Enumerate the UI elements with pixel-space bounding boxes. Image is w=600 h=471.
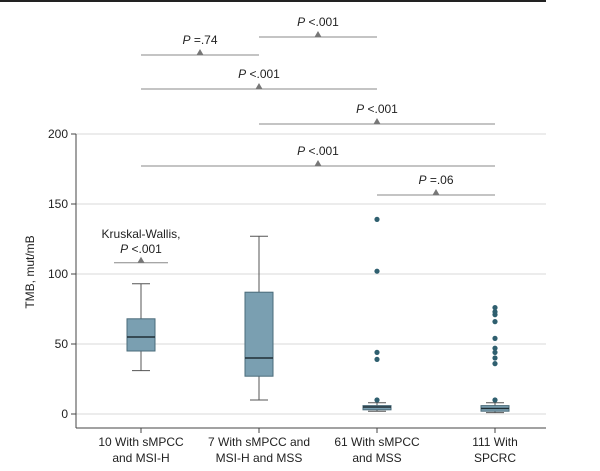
box-3-outlier-2 [374,356,380,362]
box-3-outlier-4 [374,268,380,274]
kruskal-pvalue-symbol: P [120,242,128,256]
box-4-outlier-5 [492,345,498,351]
comparison-1-label: P <.001 [297,15,339,29]
box-layer [126,216,510,414]
kruskal-marker [137,256,145,263]
box-4-outlier-7 [492,319,498,325]
y-tick-label-100: 100 [48,267,68,281]
box-3-outlier-5 [374,216,380,222]
comparison-5-label-symbol: P [297,144,305,158]
comparison-4-label-symbol: P [356,102,364,116]
comparison-4-marker [373,118,381,124]
category-label-2-line1: 7 With sMPCC and [208,435,310,449]
comparison-5-label: P <.001 [297,144,339,158]
category-label-4-line2: SPCRC [474,451,516,465]
y-axis-title: TMB, mut/mB [23,235,37,308]
y-tick-label-200: 200 [48,127,68,141]
category-label-4-line1: 111 With [472,435,518,449]
comparison-3-marker [255,83,263,89]
comparison-5-label-value: <.001 [305,144,339,158]
comparison-1-label-value: <.001 [305,15,339,29]
comparison-4-label: P <.001 [356,102,398,116]
comparison-6-marker [432,189,440,195]
category-label-3-line1: 61 With sMPCC [334,435,420,449]
category-label-1-line2: and MSI-H [112,451,169,465]
comparison-2-label-value: =.74 [190,33,217,47]
comparison-3-label-value: <.001 [246,67,280,81]
grid-layer [76,133,546,415]
kruskal-title: Kruskal-Wallis, [102,227,181,241]
category-label-1-line1: 10 With sMPCC [98,435,184,449]
box-3-outlier-1 [374,397,380,403]
y-tick-label-150: 150 [48,197,68,211]
y-tick-label-50: 50 [55,337,69,351]
y-tick-label-0: 0 [61,407,68,421]
box-4-outlier-2 [492,361,498,367]
box-4-outlier-4 [492,349,498,355]
comparison-1-marker [314,31,322,37]
comparison-2-label: P =.74 [182,33,217,47]
comparison-6-label: P =.06 [418,173,453,187]
category-label-2-line2: MSI-H and MSS [216,451,303,465]
comparison-2-marker [196,49,204,55]
box-4-outlier-6 [492,335,498,341]
comparison-3-label-symbol: P [238,67,246,81]
comparison-6-label-symbol: P [418,173,426,187]
box-4-outlier-9 [492,309,498,315]
kruskal-pvalue-value: <.001 [128,242,162,256]
comparison-2-label-symbol: P [182,33,190,47]
box-1-iqr [126,318,156,352]
category-label-3-line2: and MSS [352,451,401,465]
box-3-iqr [362,405,392,411]
comparison-3-label: P <.001 [238,67,280,81]
box-3-outlier-3 [374,349,380,355]
box-4-outlier-1 [492,397,498,403]
comparison-4-label-value: <.001 [364,102,398,116]
comparison-5-marker [314,160,322,166]
box-4-outlier-10 [492,305,498,311]
box-4-outlier-3 [492,355,498,361]
box-2-iqr [244,291,274,377]
axis-layer: 0 50 100 150 200 10 With sMPCC and MSI-H 7 With… [48,127,546,465]
comparison-1-label-symbol: P [297,15,305,29]
comparison-6-label-value: =.06 [426,173,453,187]
kruskal-pvalue: P <.001 [120,242,162,256]
